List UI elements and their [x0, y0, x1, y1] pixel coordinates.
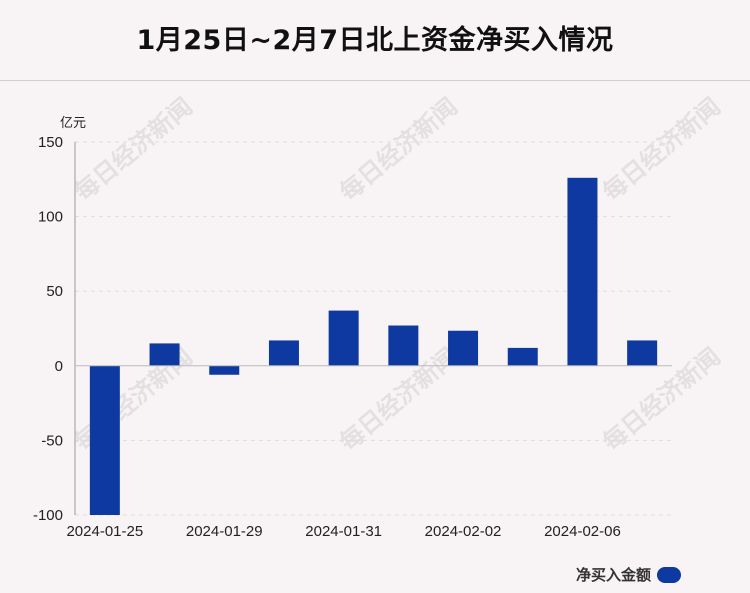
y-tick-label: 150 — [38, 134, 63, 151]
y-tick-label: 0 — [55, 358, 63, 375]
bar — [149, 343, 180, 366]
title-divider — [0, 80, 750, 81]
bar — [507, 347, 538, 366]
y-tick-label: 50 — [46, 283, 63, 300]
legend-label: 净买入金额 — [576, 566, 652, 584]
bar — [567, 177, 598, 366]
bar — [448, 330, 479, 366]
y-axis-unit: 亿元 — [60, 116, 87, 131]
x-tick-label: 2024-01-31 — [305, 523, 382, 540]
legend-swatch — [657, 566, 682, 583]
x-tick-label: 2024-02-06 — [544, 523, 621, 540]
x-tick-label: 2024-01-25 — [66, 523, 143, 540]
legend: 净买入金额 — [576, 564, 682, 585]
bar — [89, 365, 120, 515]
x-tick-label: 2024-01-29 — [186, 523, 263, 540]
bar — [388, 325, 419, 366]
y-tick-label: -50 — [41, 432, 63, 449]
bar — [209, 365, 240, 375]
y-tick-label: -100 — [33, 507, 63, 524]
y-tick-label: 100 — [38, 209, 63, 226]
bar — [268, 340, 299, 366]
chart-title: 1月25日~2月7日北上资金净买入情况 — [136, 25, 614, 56]
bar — [627, 340, 658, 366]
bar — [328, 310, 359, 366]
x-tick-label: 2024-02-02 — [425, 523, 502, 540]
